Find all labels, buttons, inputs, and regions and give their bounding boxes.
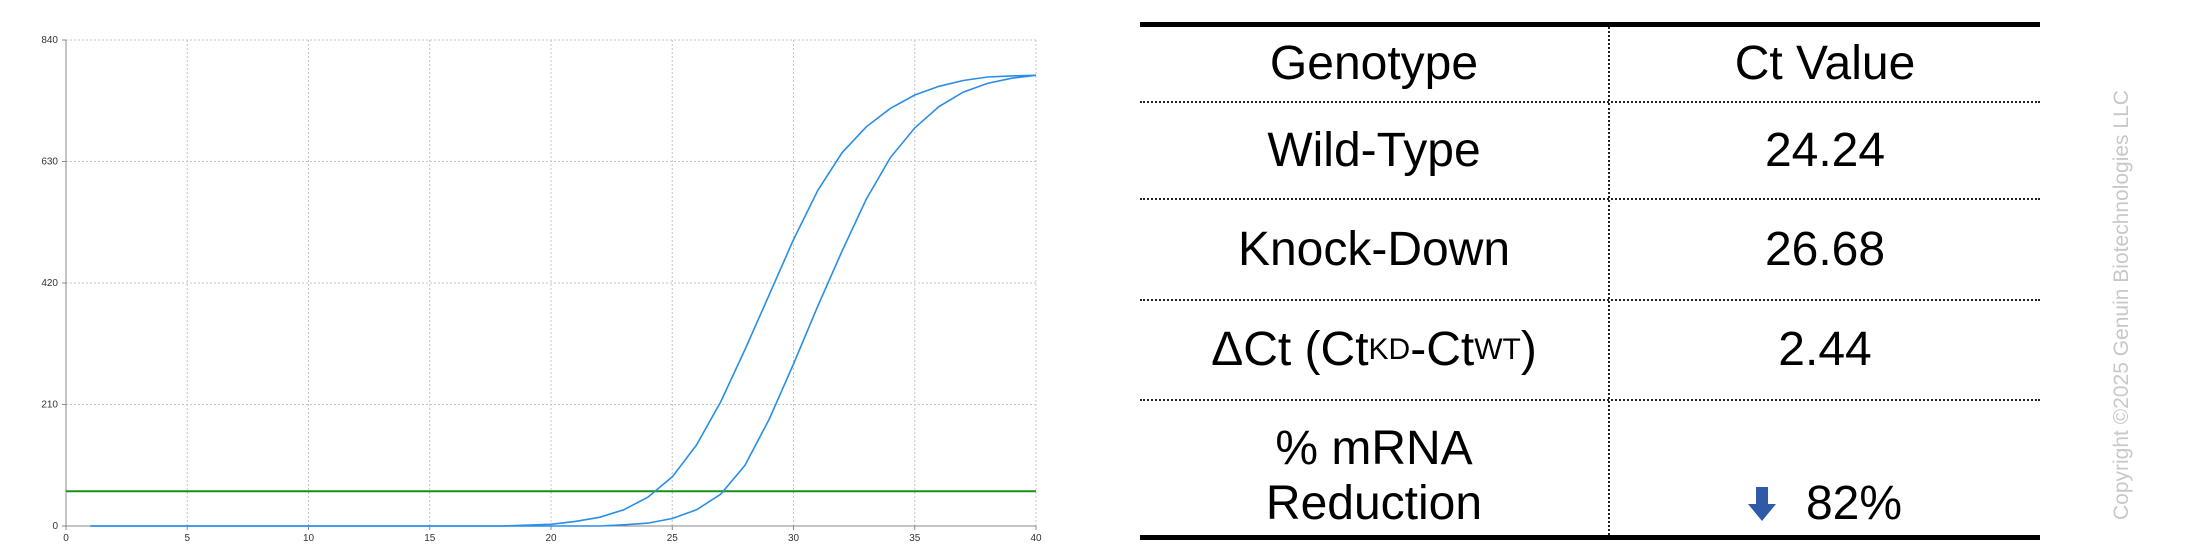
row-value-delta-ct: 2.44 (1778, 323, 1872, 377)
row-value-knock-down: 26.68 (1764, 222, 1886, 276)
results-table: Genotype Ct Value Wild-Type 24.24 Knock-… (1140, 22, 2040, 540)
x-tick-label: 40 (1030, 533, 1042, 544)
row-label-delta-ct: ΔCt (Ct KD -Ct WT) (1140, 301, 1610, 399)
header-genotype: Genotype (1140, 27, 1610, 101)
delta-ct-sub-kd: KD (1368, 332, 1411, 366)
row-label-knock-down: Knock-Down (1140, 200, 1610, 299)
x-tick-label: 10 (303, 533, 315, 544)
x-tick-label: 15 (424, 533, 436, 544)
delta-ct-main: ΔCt (Ct (1211, 323, 1369, 377)
row-value-mrna-reduction: 82% (1610, 401, 2040, 535)
table-row: ΔCt (Ct KD -Ct WT) 2.44 (1140, 301, 2040, 401)
mrna-reduction-value: 82% (1805, 476, 1903, 530)
chart-axes (62, 39, 1037, 530)
delta-ct-sub-wt: WT (1474, 332, 1521, 366)
y-tick-label: 420 (41, 278, 58, 289)
table-row: Knock-Down 26.68 (1140, 200, 2040, 301)
y-tick-label: 840 (41, 35, 58, 46)
delta-ct-mid: -Ct (1410, 323, 1475, 377)
table-row: Wild-Type 24.24 (1140, 103, 2040, 200)
row-label-wild-type: Wild-Type (1140, 103, 1610, 198)
row-label-mrna-reduction: % mRNA Reduction (1140, 401, 1610, 535)
y-tick-label: 210 (41, 400, 58, 411)
x-tick-label: 5 (184, 533, 190, 544)
amplification-curve-1 (90, 74, 1037, 527)
chart-grid (66, 39, 1037, 526)
chart-series (66, 74, 1037, 527)
row-value-wild-type: 24.24 (1764, 123, 1886, 177)
x-tick-label: 35 (909, 533, 921, 544)
x-tick-label: 0 (63, 533, 69, 544)
table-row: % mRNA Reduction 82% (1140, 401, 2040, 535)
chart-tick-labels: 0 5 10 15 20 25 30 35 40 0 210 420 630 840 (41, 35, 1042, 544)
mrna-reduction-line2: Reduction (1265, 476, 1483, 530)
amplification-curve-2 (90, 74, 1037, 527)
delta-ct-end: ) (1520, 323, 1537, 377)
y-tick-label: 0 (52, 521, 58, 532)
header-ct-value: Ct Value (1734, 37, 1916, 91)
copyright-watermark: Copyright ©2025 Genuin Biotechnologies L… (2110, 90, 2133, 520)
table-header-row: Genotype Ct Value (1140, 27, 2040, 103)
down-arrow-icon (1747, 487, 1776, 521)
x-tick-label: 30 (788, 533, 800, 544)
x-tick-label: 20 (545, 533, 557, 544)
y-tick-label: 630 (41, 157, 58, 168)
amplification-chart: 0 5 10 15 20 25 30 35 40 0 210 420 630 840 (41, 35, 1042, 544)
x-tick-label: 25 (667, 533, 679, 544)
mrna-reduction-line1: % mRNA (1275, 421, 1473, 475)
